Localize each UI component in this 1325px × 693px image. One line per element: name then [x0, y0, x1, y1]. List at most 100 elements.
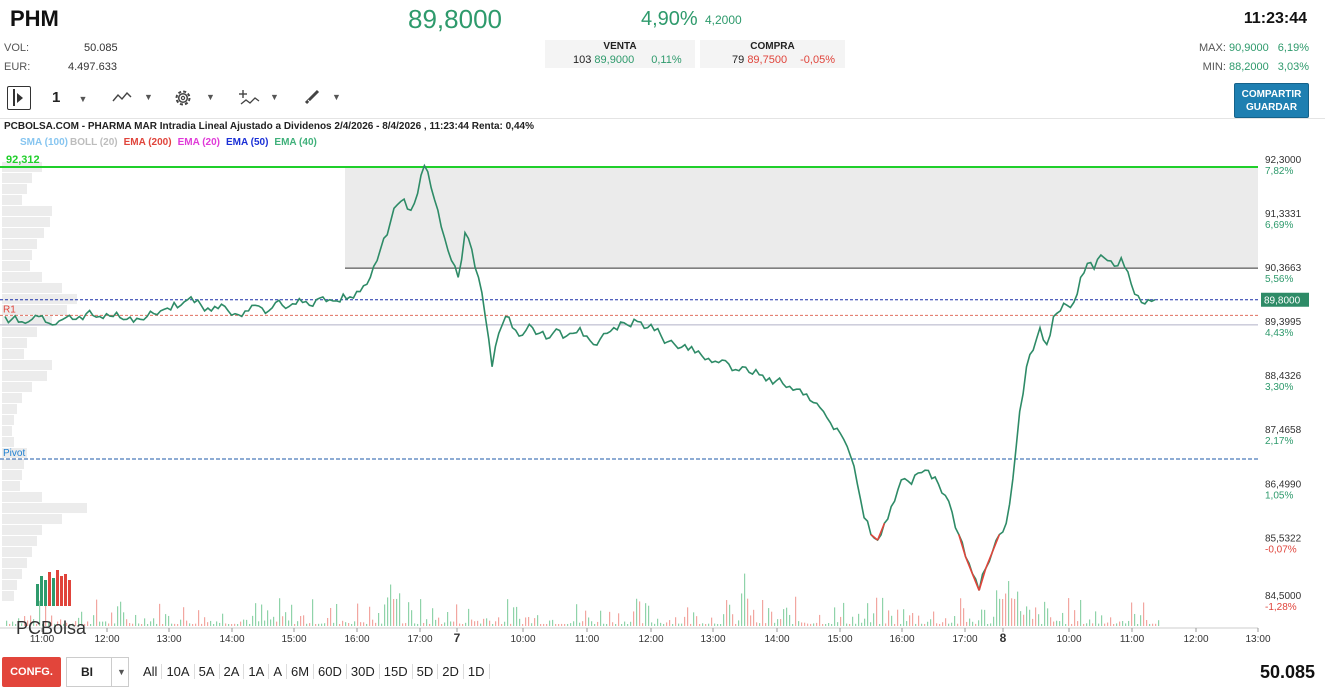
panel-toggle-icon[interactable]	[7, 86, 31, 110]
period-button[interactable]: 60D	[314, 664, 347, 679]
legend-ema50[interactable]: EMA (50)	[226, 137, 269, 148]
volume-bar	[531, 623, 533, 626]
legend-ema40[interactable]: EMA (40)	[274, 137, 317, 148]
volume-bar	[501, 623, 503, 626]
volume-bar	[444, 622, 446, 626]
volume-bar	[495, 621, 497, 626]
period-button[interactable]: 1D	[464, 664, 490, 679]
volume-bar	[1098, 623, 1100, 626]
volume-bar	[741, 593, 743, 626]
volume-bar	[540, 623, 542, 626]
logo-bar	[64, 574, 67, 606]
volume-bar	[678, 623, 680, 626]
volume-profile-bar	[2, 261, 30, 271]
volume-bar	[618, 613, 620, 626]
volume-bar	[888, 610, 890, 626]
share-save-button[interactable]: COMPARTIR GUARDAR	[1234, 83, 1309, 118]
period-button[interactable]: 5D	[413, 664, 439, 679]
period-button[interactable]: All	[139, 664, 163, 679]
period-button[interactable]: 30D	[347, 664, 380, 679]
volume-bar	[879, 623, 881, 626]
period-button[interactable]: A	[269, 664, 287, 679]
volume-bar	[252, 615, 254, 626]
volume-bar	[666, 622, 668, 626]
volume-bar	[993, 616, 995, 626]
volume-bar	[465, 622, 467, 626]
indicators-button[interactable]: ▼	[238, 88, 279, 113]
volume-bar	[504, 621, 506, 626]
buy-pct: -0,05%	[800, 54, 835, 66]
volume-bar	[279, 598, 281, 626]
volume-bar	[57, 621, 59, 626]
volume-bar	[663, 623, 665, 626]
chart-type-button[interactable]: ▼	[112, 88, 153, 111]
volume-bar	[948, 623, 950, 626]
volume-bar	[84, 623, 86, 626]
price-series-down-segment	[971, 573, 980, 591]
volume-bar	[39, 600, 41, 626]
volume-bar	[87, 621, 89, 626]
volume-bar	[990, 623, 992, 626]
period-button[interactable]: 2A	[220, 664, 245, 679]
volume-bar	[354, 621, 356, 626]
ticker-symbol: PHM	[10, 6, 59, 31]
volume-bar	[369, 606, 371, 626]
volume-bar	[333, 622, 335, 626]
volume-profile-bar	[2, 184, 27, 194]
scale-select[interactable]: BI ▼	[66, 657, 129, 687]
volume-bar	[315, 623, 317, 626]
interval-select[interactable]: 1 ▼	[52, 89, 87, 106]
period-button[interactable]: 5A	[195, 664, 220, 679]
volume-bar	[873, 613, 875, 626]
volume-bar	[984, 609, 986, 626]
legend-ema200[interactable]: EMA (200)	[123, 137, 172, 148]
settings-button[interactable]: ▼	[172, 87, 215, 114]
volume-bar	[1089, 619, 1091, 626]
x-tick-label: 11:00	[575, 634, 600, 645]
period-button[interactable]: 2D	[438, 664, 464, 679]
volume-bar	[507, 599, 509, 626]
period-button[interactable]: 6M	[287, 664, 315, 679]
y-tick-pct: 5,56%	[1265, 274, 1293, 285]
y-tick-label: 87,4658	[1265, 425, 1302, 436]
price-series-down-segment	[991, 534, 1001, 552]
volume-bar	[168, 615, 170, 626]
volume-bar	[1086, 623, 1088, 626]
period-button[interactable]: 15D	[380, 664, 413, 679]
volume-bar	[885, 623, 887, 626]
volume-bar	[969, 618, 971, 626]
volume-profile-bar	[2, 316, 52, 326]
volume-bar	[981, 609, 983, 626]
volume-bar	[156, 623, 158, 626]
y-tick-label: 84,5000	[1265, 591, 1302, 602]
legend-ema20[interactable]: EMA (20)	[177, 137, 220, 148]
volume-bar	[1023, 614, 1025, 626]
volume-bar	[81, 611, 83, 626]
legend-boll[interactable]: BOLL (20)	[69, 137, 118, 148]
volume-bar	[552, 619, 554, 626]
volume-bar	[780, 619, 782, 626]
volume-bar	[972, 621, 974, 626]
config-button[interactable]: CONFG.	[2, 657, 61, 687]
volume-bar	[111, 612, 113, 626]
volume-bar	[1101, 615, 1103, 626]
volume-bar	[630, 621, 632, 626]
volume-bar	[567, 623, 569, 626]
legend-sma[interactable]: SMA (100)	[20, 137, 68, 148]
period-button[interactable]: 10A	[162, 664, 195, 679]
volume-bar	[1026, 606, 1028, 626]
volume-bar	[1002, 598, 1004, 626]
volume-bar	[669, 620, 671, 626]
volume-bar	[1071, 623, 1073, 626]
volume-bar	[726, 600, 728, 626]
volume-bar	[1059, 621, 1061, 626]
volume-bar	[300, 615, 302, 626]
share-label: COMPARTIR	[1241, 89, 1302, 100]
volume-bar	[240, 621, 242, 626]
volume-bar	[378, 612, 380, 626]
drawing-tools-button[interactable]: ▼	[303, 88, 341, 111]
period-button[interactable]: 1A	[244, 664, 270, 679]
volume-bar	[366, 623, 368, 626]
volume-bar	[225, 623, 227, 626]
